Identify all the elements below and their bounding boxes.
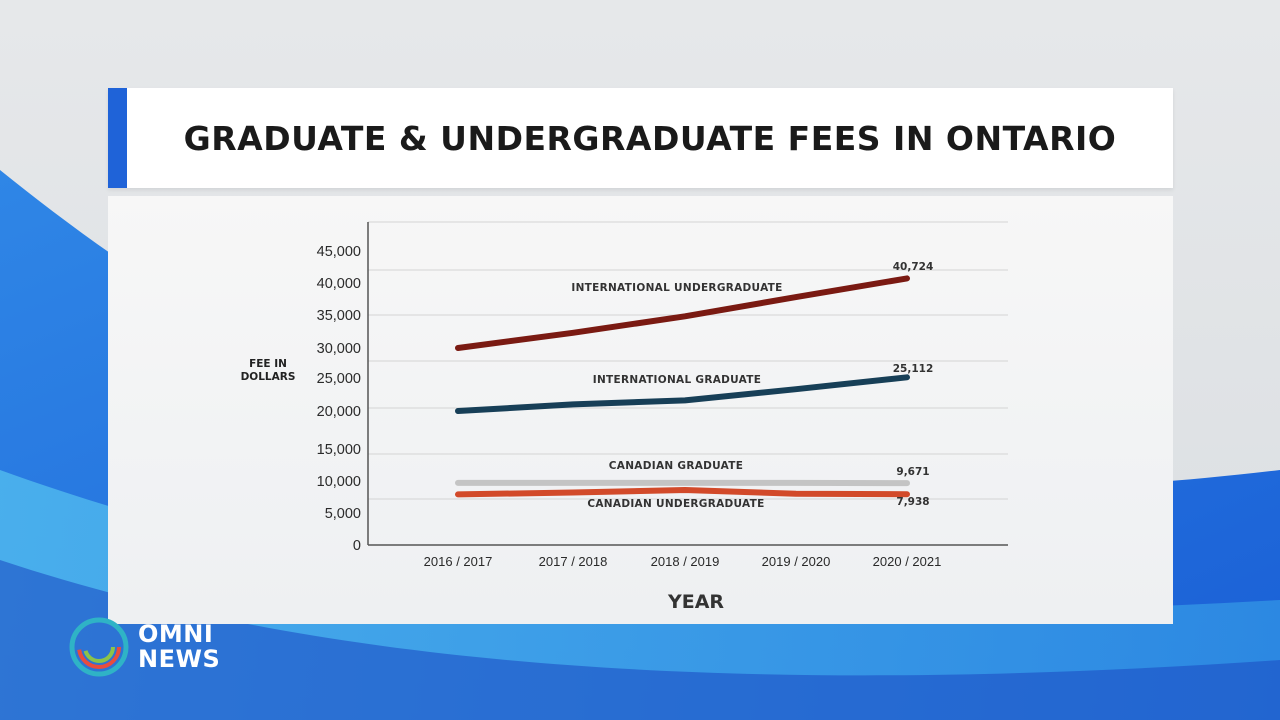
series-label-cdn-grad: CANADIAN GRADUATE <box>609 460 743 472</box>
y-tick-label: 0 <box>353 538 361 554</box>
end-value-label-intl-undergrad: 40,724 <box>893 261 934 273</box>
x-tick-label: 2020 / 2021 <box>873 554 942 569</box>
y-tick-label: 35,000 <box>317 308 361 324</box>
series-label-intl-grad: INTERNATIONAL GRADUATE <box>593 374 761 386</box>
logo-text-news: NEWS <box>138 645 221 673</box>
series-line-cdn-undergrad <box>455 487 910 498</box>
page-title: GRADUATE & UNDERGRADUATE FEES IN ONTARIO <box>183 118 1117 158</box>
series-label-cdn-undergrad: CANADIAN UNDERGRADUATE <box>587 498 764 510</box>
title-bar: GRADUATE & UNDERGRADUATE FEES IN ONTARIO <box>108 88 1173 188</box>
y-tick-label: 10,000 <box>317 474 361 490</box>
end-value-label-cdn-grad: 9,671 <box>896 466 929 478</box>
omni-news-logo: OMNI NEWS <box>68 612 238 677</box>
line-chart: 0 5,000 10,000 15,000 20,000 25,000 30,000 35,0… <box>241 221 1008 613</box>
y-axis-title: FEE IN DOLLARS <box>241 358 296 383</box>
x-tick-label: 2016 / 2017 <box>424 554 493 569</box>
series-label-intl-undergrad: INTERNATIONAL UNDERGRADUATE <box>571 282 782 294</box>
end-value-label-intl-grad: 25,112 <box>893 363 934 375</box>
x-tick-label: 2017 / 2018 <box>539 554 608 569</box>
end-value-label-cdn-undergrad: 7,938 <box>896 496 929 508</box>
x-tick-label: 2018 / 2019 <box>651 554 720 569</box>
title-accent-bar <box>108 88 127 188</box>
x-tick-label: 2019 / 2020 <box>762 554 831 569</box>
y-tick-label: 40,000 <box>317 276 361 292</box>
y-tick-label: 30,000 <box>317 341 361 357</box>
logo-text-omni: OMNI <box>138 620 214 648</box>
chart-panel: 0 5,000 10,000 15,000 20,000 25,000 30,000 35,0… <box>108 196 1173 624</box>
omni-logo-icon <box>69 617 129 677</box>
y-tick-label: 25,000 <box>317 371 361 387</box>
y-tick-label: 15,000 <box>317 442 361 458</box>
x-axis-title: YEAR <box>667 591 724 613</box>
y-tick-label: 20,000 <box>317 404 361 420</box>
y-tick-label: 5,000 <box>325 506 361 522</box>
y-tick-label: 45,000 <box>317 244 361 260</box>
